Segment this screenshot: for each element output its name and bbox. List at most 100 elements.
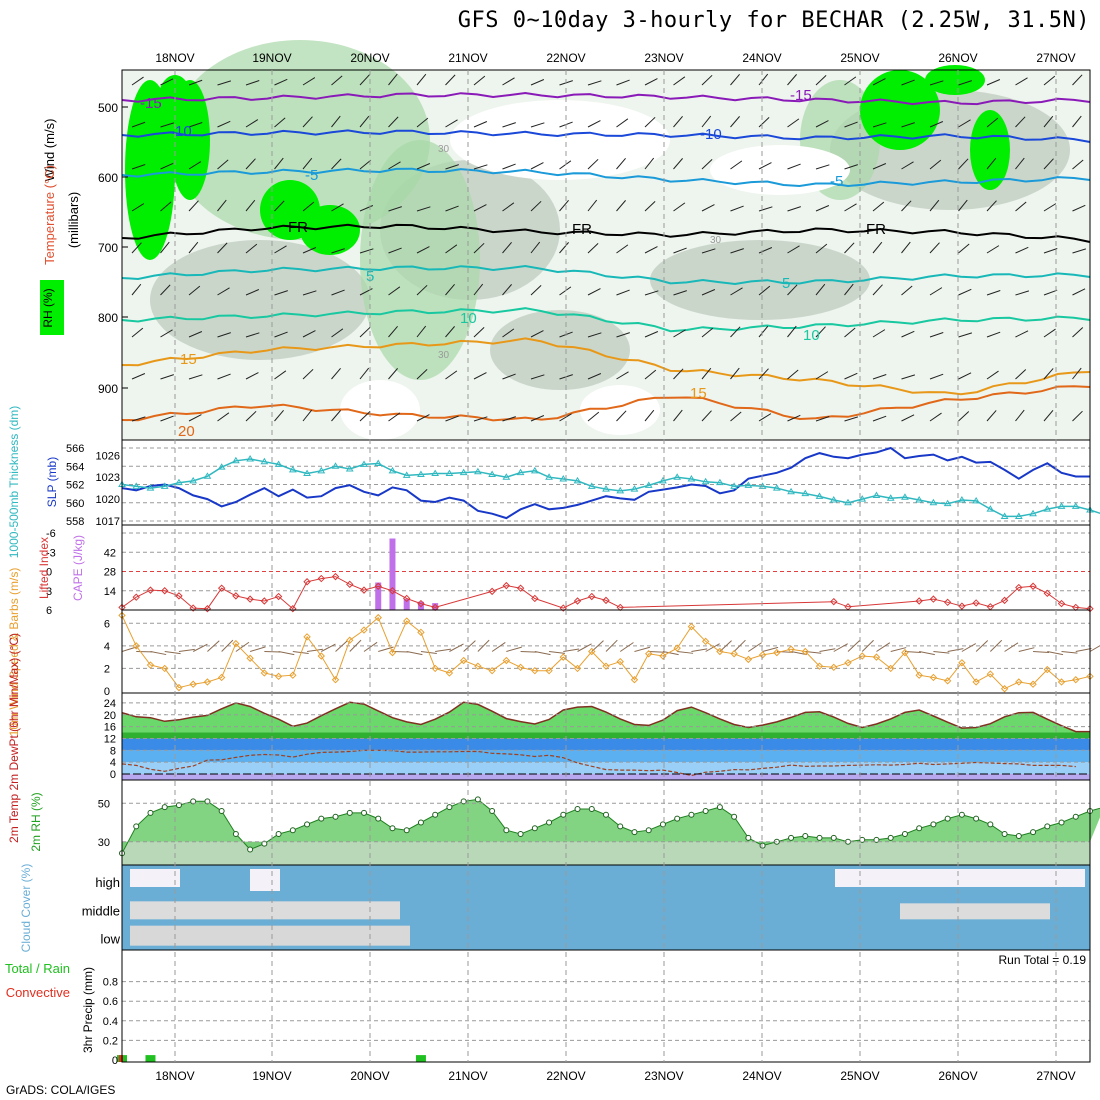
- wind-barb: [1015, 330, 1029, 338]
- wind-barb: [302, 409, 313, 422]
- wind-speed-point: [616, 657, 624, 666]
- wind-barb: [1072, 288, 1086, 296]
- wind-barb: [673, 290, 687, 296]
- wind-speed-point: [559, 653, 568, 661]
- wind-barb: [359, 159, 372, 170]
- wind-barb: [164, 651, 181, 655]
- cape-tick-label: 28: [104, 567, 116, 579]
- wind-barb: [274, 370, 287, 380]
- wind-barb: [616, 79, 630, 86]
- temperature-tick-label: 4: [110, 757, 116, 769]
- wind-speed-point: [1000, 685, 1009, 693]
- wind-barb: [131, 373, 146, 380]
- rh-point: [275, 831, 282, 838]
- wind-speed-point: [545, 666, 553, 675]
- wind-speed-point: [203, 678, 212, 686]
- wind-barb: [1043, 368, 1054, 380]
- lifted-index-point: [402, 594, 411, 603]
- wind-barb: [986, 370, 999, 380]
- rh-point: [659, 821, 666, 828]
- wind-barb: [235, 641, 250, 652]
- rh-point: [175, 802, 182, 809]
- wind-barb: [416, 206, 431, 212]
- wind-barb: [701, 158, 713, 170]
- wind-barb: [160, 415, 174, 422]
- lifted-index-point: [502, 581, 511, 590]
- upper-contour-label: -15: [790, 87, 812, 104]
- upper-contour-label: 20: [178, 423, 195, 440]
- rh-point: [403, 827, 410, 834]
- lifted-index-point: [346, 580, 354, 589]
- upper-contour-label: -10: [170, 123, 192, 140]
- wind-barb: [673, 202, 686, 212]
- wind-barb: [1072, 115, 1082, 128]
- wind-barb: [958, 288, 972, 296]
- li-axis-title: Lifted Index: [37, 537, 51, 599]
- wind-barb: [502, 122, 516, 128]
- pressure-tick-label: 500: [98, 101, 118, 115]
- wind-barb: [249, 646, 266, 652]
- pressure-tick-label: 700: [98, 241, 118, 255]
- wind-speed-point: [274, 672, 283, 681]
- temperature-contour: [121, 167, 1091, 188]
- run-total-label: Run Total = 0.19: [998, 953, 1086, 967]
- wind-barb: [872, 415, 887, 422]
- date-label-top: 27NOV: [1036, 51, 1075, 65]
- thickness-point: [886, 494, 895, 501]
- wind-barb: [929, 332, 944, 338]
- wind-barb: [302, 77, 316, 86]
- wind-barb: [701, 74, 713, 86]
- wind-barb: [790, 651, 807, 656]
- wind-speed-point: [217, 673, 226, 682]
- wind-speed-point: [531, 666, 539, 675]
- wind-barb: [958, 80, 972, 86]
- lifted-index-point: [958, 602, 966, 610]
- precip-tick-label: 0.8: [103, 977, 118, 989]
- wind-barb: [331, 410, 341, 422]
- wind-barb: [302, 290, 317, 296]
- rh-green-area: [157, 75, 193, 135]
- wind-barb: [160, 374, 174, 380]
- rh-point: [318, 815, 325, 822]
- rh-point: [546, 819, 553, 826]
- wind-barb: [302, 116, 313, 128]
- wind-speed-line: [121, 615, 1091, 690]
- rh-point: [588, 806, 595, 813]
- wind-speed-point: [929, 673, 938, 682]
- rh-point: [560, 811, 567, 818]
- wind-barb: [844, 203, 857, 212]
- wind-barb: [730, 248, 744, 254]
- wind-barb: [473, 416, 488, 422]
- wind-barb: [975, 640, 989, 652]
- rh-point: [674, 815, 681, 822]
- wind-barb: [644, 409, 655, 422]
- wind-barb: [701, 327, 714, 338]
- wind-barb: [844, 372, 858, 380]
- rh-point: [147, 809, 154, 816]
- wind-barb: [815, 74, 827, 86]
- rh-point: [1072, 813, 1079, 820]
- wind-speed-point: [474, 662, 482, 670]
- wind-barb: [758, 162, 772, 170]
- wind-speed-point: [388, 648, 397, 657]
- thickness-point: [573, 476, 582, 484]
- thickness-point: [858, 495, 867, 502]
- wind-barb: [416, 246, 430, 254]
- wind-barb: [730, 411, 742, 422]
- wind-barb: [673, 247, 687, 254]
- cloud-clear-area: [130, 869, 180, 887]
- cape-bar: [432, 603, 439, 610]
- wind-barb: [188, 79, 203, 86]
- wind-barb: [844, 327, 856, 338]
- wind-barb: [644, 246, 658, 254]
- wind-speed-point: [1057, 678, 1066, 686]
- temperature-tick-label: 16: [104, 722, 116, 734]
- rh-area: [122, 799, 1100, 854]
- wind-barb: [1015, 157, 1025, 170]
- wind-barb: [359, 115, 370, 128]
- wind-barb: [530, 330, 544, 338]
- thickness-point: [417, 470, 425, 477]
- rh-point: [446, 804, 453, 811]
- rh-axis-title: 2m RH (%): [29, 792, 43, 851]
- thickness-point: [459, 468, 468, 476]
